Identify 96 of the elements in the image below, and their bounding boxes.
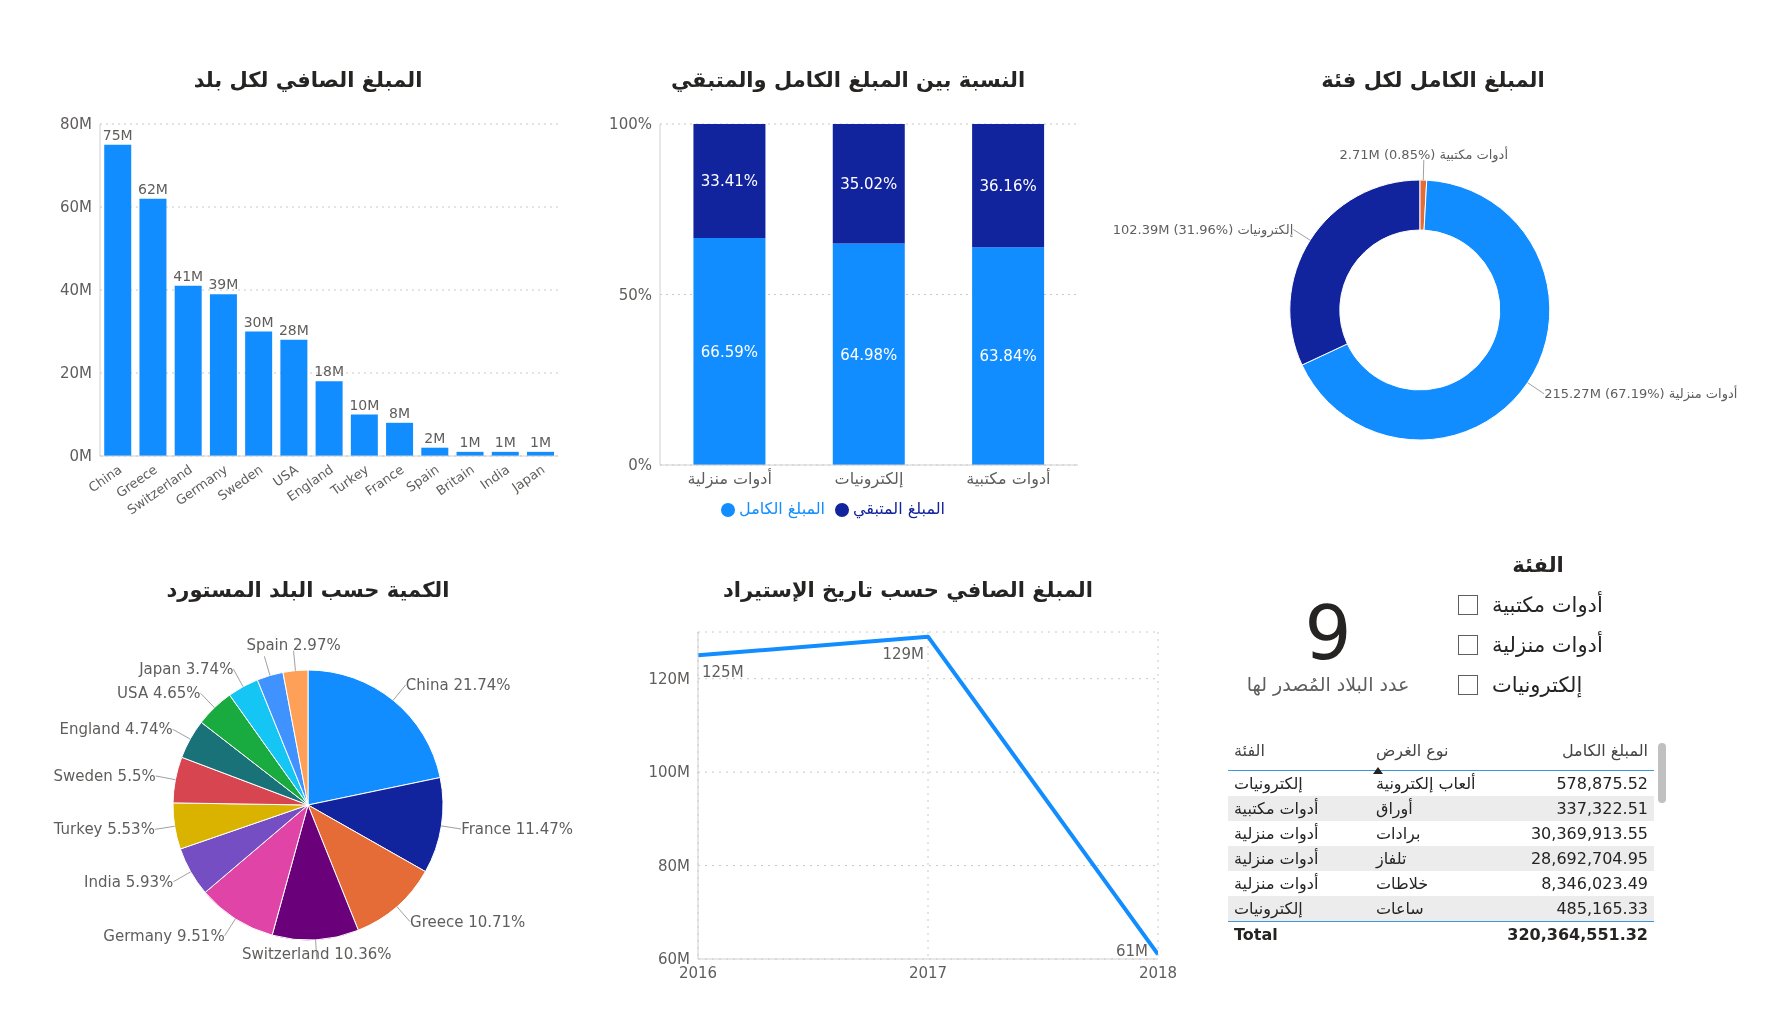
y-tick-label: 80M bbox=[657, 856, 690, 875]
bar bbox=[350, 414, 378, 456]
data-label: 61M bbox=[1115, 942, 1148, 961]
slice-label: Switzerland 10.36% bbox=[242, 944, 392, 963]
data-label: 62M bbox=[138, 180, 168, 197]
slice-label: Spain 2.97% bbox=[246, 635, 341, 654]
slice-label: USA 4.65% bbox=[117, 684, 201, 703]
slice-label: 2.71M (0.85%) أدوات مكتبية bbox=[1339, 145, 1509, 163]
data-label: 1M bbox=[459, 433, 481, 450]
data-label: 10M bbox=[349, 396, 380, 413]
data-label: 64.98% bbox=[840, 345, 898, 364]
slice-label: India 5.93% bbox=[84, 872, 174, 891]
y-tick-label: 100M bbox=[648, 763, 690, 782]
data-label: 35.02% bbox=[840, 175, 898, 194]
data-label: 28M bbox=[278, 321, 309, 338]
y-tick-label: 20M bbox=[59, 364, 92, 383]
x-tick-label: 2017 bbox=[908, 963, 948, 982]
text: نوع الغرض bbox=[1376, 741, 1449, 760]
y-tick-label: 50% bbox=[618, 285, 652, 304]
text: 320,364,551.32 bbox=[1507, 925, 1648, 944]
text: المبلغ الكامل bbox=[1561, 741, 1648, 760]
x-tick-label: 2018 bbox=[1138, 963, 1178, 982]
data-label: 129M bbox=[882, 644, 924, 663]
legend-label: المبلغ الكامل bbox=[739, 499, 826, 518]
slice-label: Japan 3.74% bbox=[138, 660, 234, 679]
data-label: 41M bbox=[173, 267, 204, 284]
slice-label: Turkey 5.53% bbox=[52, 820, 155, 839]
text: أدوات منزلية bbox=[1234, 874, 1319, 893]
data-label: 66.59% bbox=[700, 342, 759, 361]
data-label: 36.16% bbox=[979, 176, 1037, 195]
text: Total bbox=[1234, 925, 1278, 944]
text: إلكترونيات bbox=[1492, 673, 1583, 697]
text: ألعاب إلكترونية bbox=[1376, 774, 1476, 793]
data-label: 1M bbox=[494, 433, 516, 450]
text: عدد البلاد المُصدر لها bbox=[1245, 673, 1411, 695]
data-label: 1M bbox=[530, 433, 551, 450]
slice-label: China 21.74% bbox=[405, 675, 511, 694]
bar bbox=[386, 422, 414, 456]
data-label: 39M bbox=[208, 276, 239, 293]
text: إلكترونيات bbox=[1234, 774, 1303, 793]
data-label: 75M bbox=[102, 126, 133, 143]
chart-title: المبلغ الصافي لكل بلد bbox=[192, 68, 424, 94]
text: 9 bbox=[1303, 590, 1353, 676]
chart-title: الكمية حسب البلد المستورد bbox=[165, 578, 451, 604]
text: أدوات منزلية bbox=[1492, 633, 1603, 657]
data-label: 2M bbox=[424, 429, 446, 446]
bar bbox=[245, 331, 273, 456]
y-tick-label: 40M bbox=[59, 281, 92, 300]
data-label: 8M bbox=[389, 404, 411, 421]
bar bbox=[174, 285, 202, 456]
chart-title: النسبة بين المبلغ الكامل والمتبقي bbox=[669, 68, 1027, 94]
slice-label: England 4.74% bbox=[59, 720, 173, 739]
slice-label: Germany 9.51% bbox=[103, 926, 225, 945]
slice-label: 215.27M (67.19%) أدوات منزلية bbox=[1544, 385, 1738, 403]
chart-title: المبلغ الكامل لكل فئة bbox=[1320, 68, 1546, 94]
bar bbox=[104, 144, 132, 456]
bar bbox=[209, 294, 237, 456]
bar bbox=[972, 247, 1045, 465]
text: أدوات مكتبية bbox=[1492, 593, 1603, 617]
bar bbox=[972, 124, 1045, 248]
bar bbox=[693, 237, 766, 465]
bar bbox=[832, 243, 905, 465]
data-label: 33.41% bbox=[700, 172, 759, 191]
bar bbox=[139, 198, 167, 456]
bar bbox=[315, 381, 343, 456]
y-tick-label: 100% bbox=[609, 115, 652, 134]
chart-title: المبلغ الصافي حسب تاريخ الإستيراد bbox=[722, 578, 1094, 604]
x-tick-label: أدوات منزلية bbox=[687, 468, 772, 490]
legend-label: المبلغ المتبقي bbox=[853, 499, 945, 518]
text: خلاطات bbox=[1376, 874, 1429, 893]
bar bbox=[832, 124, 905, 244]
data-label: 30M bbox=[243, 313, 274, 330]
x-tick-label: إلكترونيات bbox=[834, 469, 904, 490]
text: برادات bbox=[1376, 824, 1421, 843]
text: 30,369,913.55 bbox=[1530, 824, 1648, 843]
data-label: 18M bbox=[314, 363, 345, 380]
text: الفئة bbox=[1234, 741, 1265, 760]
text: الفئة bbox=[1511, 553, 1565, 577]
slice-label: 102.39M (31.96%) إلكترونيات bbox=[1112, 221, 1294, 238]
bar bbox=[693, 124, 766, 238]
data-label: 63.84% bbox=[979, 347, 1037, 366]
text: أدوات منزلية bbox=[1234, 824, 1319, 843]
slice-label: France 11.47% bbox=[461, 820, 573, 839]
data-label: 125M bbox=[702, 663, 744, 682]
x-tick-label: أدوات مكتبية bbox=[966, 468, 1051, 490]
x-tick-label: India bbox=[477, 461, 513, 493]
y-tick-label: 0M bbox=[69, 447, 92, 466]
text: 578,875.52 bbox=[1556, 774, 1648, 793]
y-tick-label: 120M bbox=[648, 670, 690, 689]
bar bbox=[280, 339, 308, 456]
slice-label: Greece 10.71% bbox=[410, 912, 526, 931]
slice-label: Sweden 5.5% bbox=[53, 766, 156, 785]
y-tick-label: 80M bbox=[59, 115, 92, 134]
y-tick-label: 0% bbox=[628, 456, 652, 475]
text: 8,346,023.49 bbox=[1541, 874, 1648, 893]
y-tick-label: 60M bbox=[59, 198, 92, 217]
